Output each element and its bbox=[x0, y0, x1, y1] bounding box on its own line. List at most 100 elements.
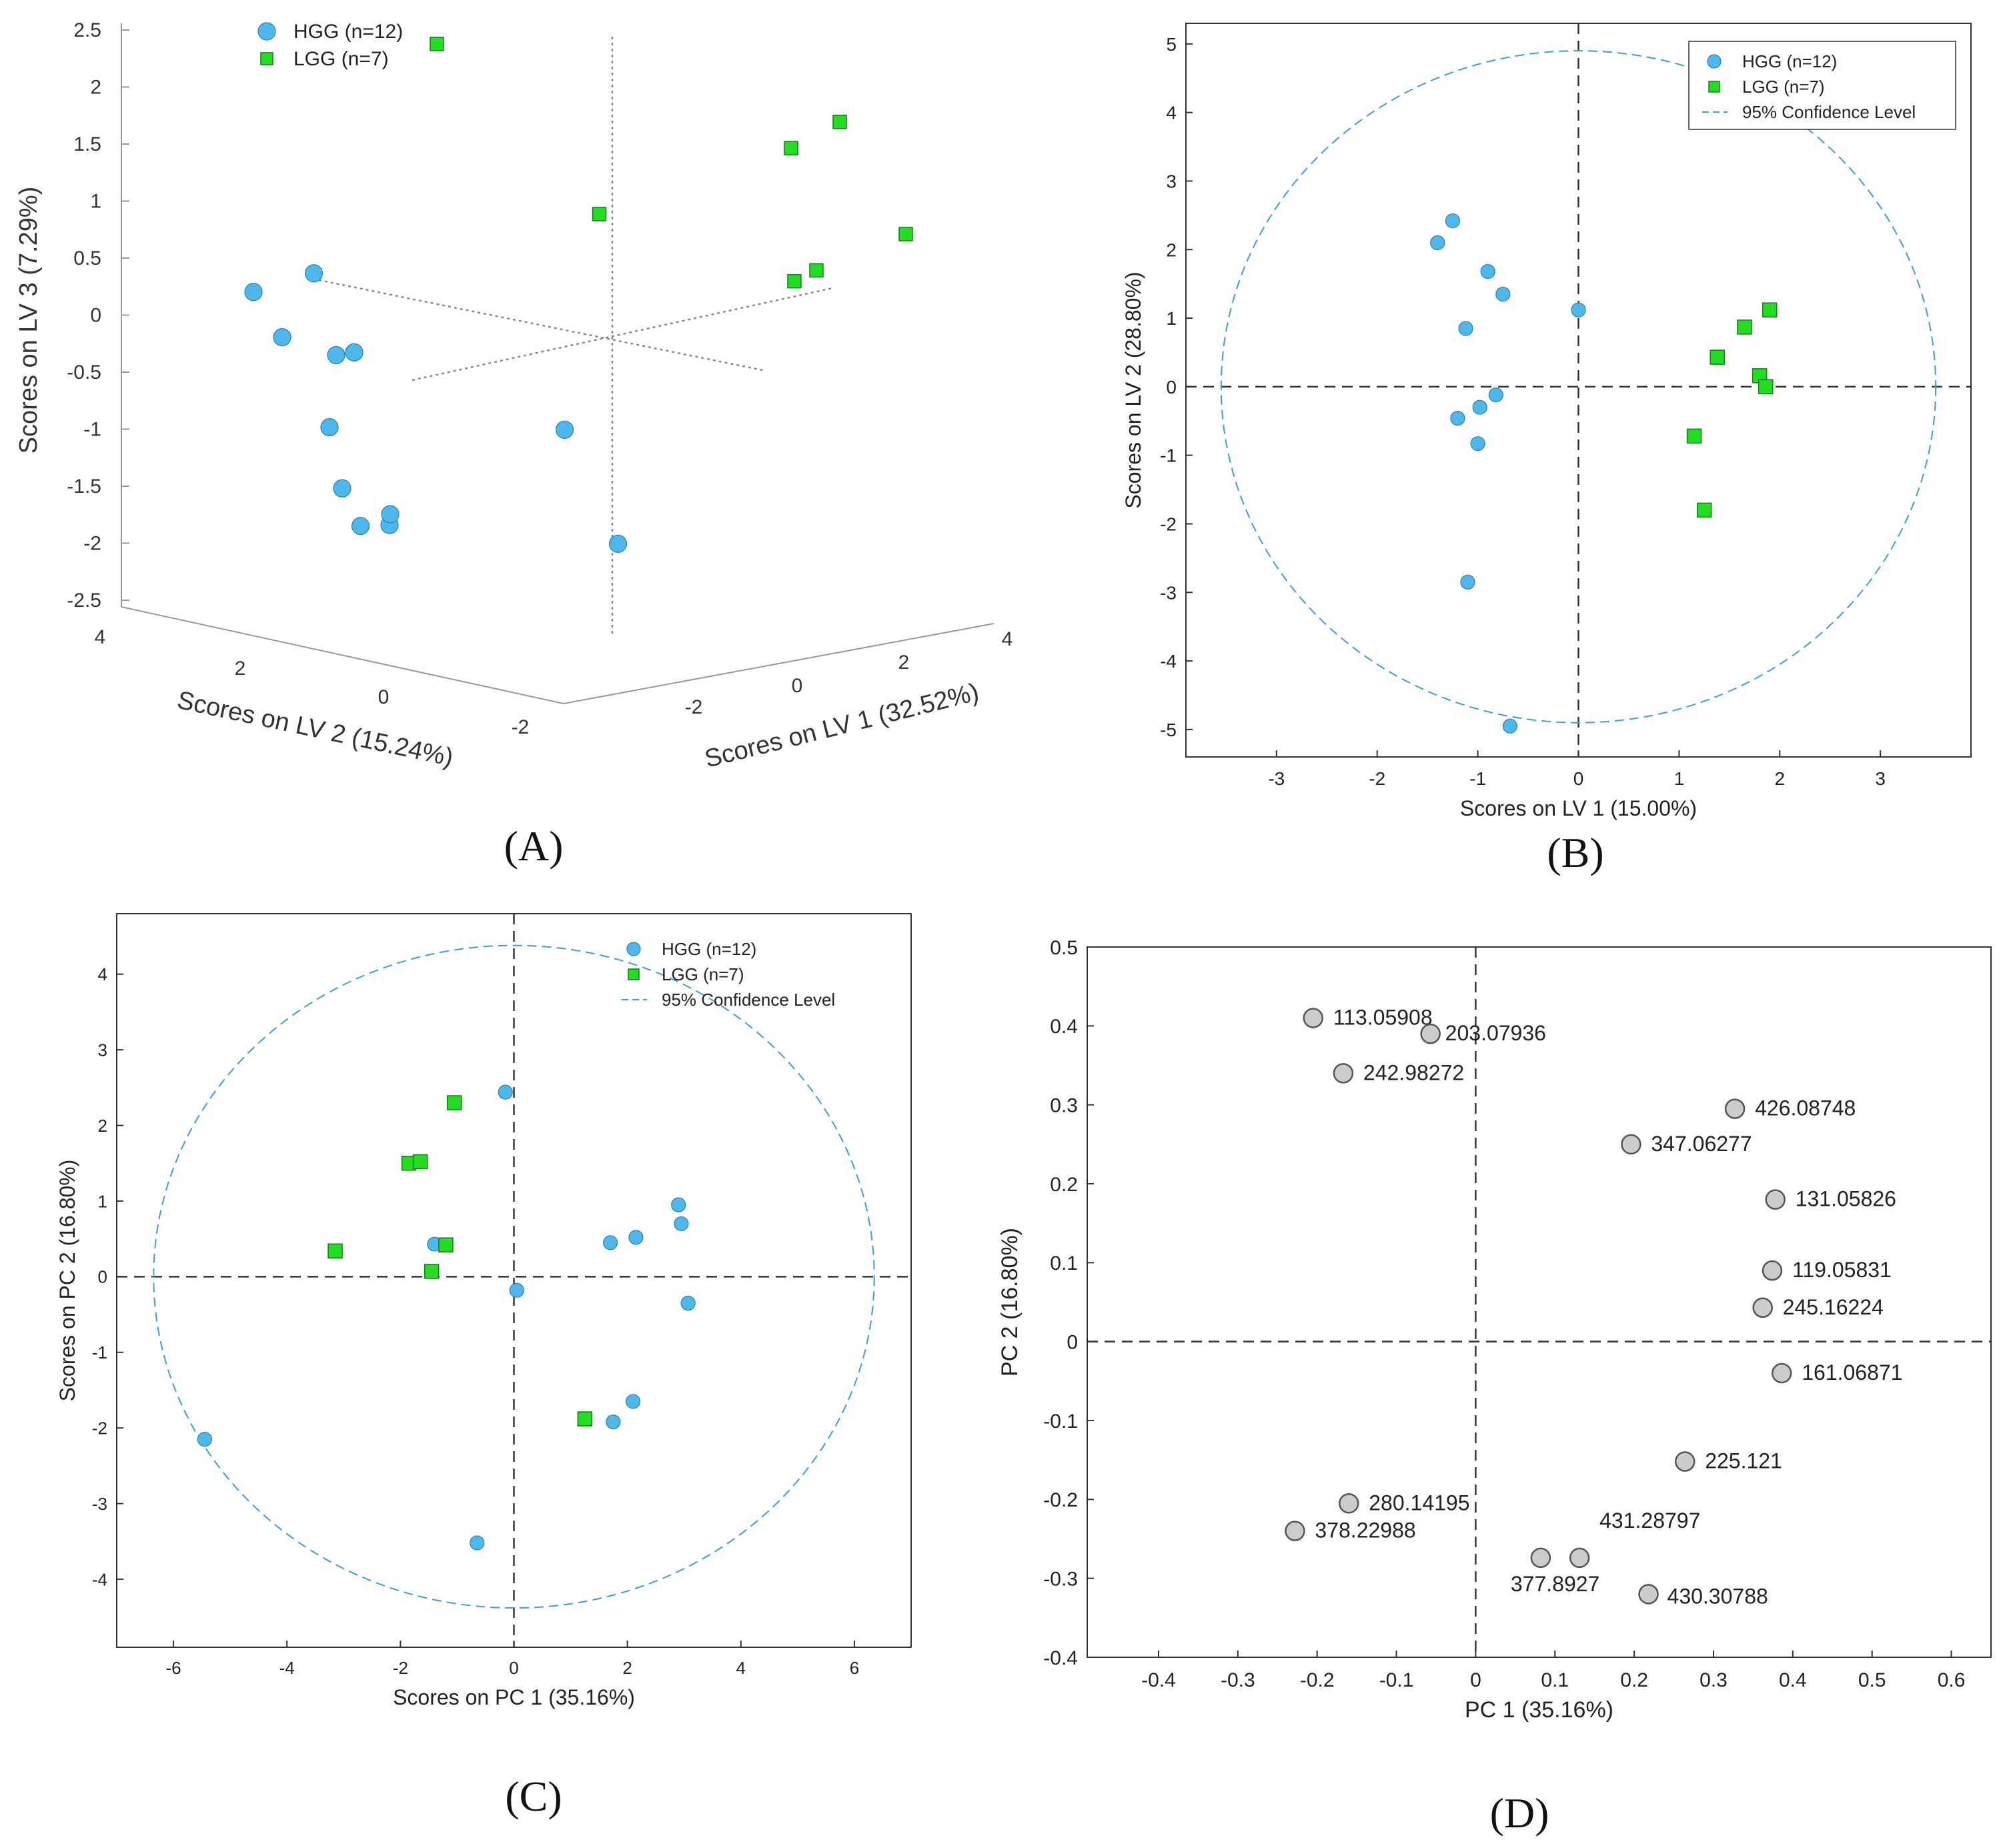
lv1-tick-label: 2 bbox=[898, 652, 910, 674]
origin-axis-lv2 bbox=[318, 279, 766, 372]
x-tick-label: 3 bbox=[1875, 768, 1886, 789]
x-axis-label: Scores on PC 1 (35.16%) bbox=[393, 1685, 635, 1709]
y-axis-label: Scores on PC 2 (16.80%) bbox=[55, 1160, 79, 1402]
loading-label: 430.30788 bbox=[1667, 1584, 1768, 1608]
loading-label: 431.28797 bbox=[1599, 1509, 1700, 1533]
y-tick-label: -0.1 bbox=[1043, 1411, 1078, 1433]
y-tick-label: -3 bbox=[1160, 582, 1177, 603]
y-tick-label: 3 bbox=[98, 1040, 107, 1060]
lgg-point bbox=[809, 263, 824, 278]
x-tick-label: 0 bbox=[1470, 1669, 1481, 1691]
loading-point bbox=[1333, 1063, 1354, 1084]
legend-marker-hgg bbox=[257, 22, 276, 41]
lgg-point bbox=[577, 1411, 593, 1427]
y-tick-label: -1 bbox=[1160, 445, 1177, 466]
lgg-point bbox=[327, 1243, 343, 1259]
hgg-point bbox=[608, 534, 628, 553]
lgg-point bbox=[832, 114, 847, 129]
y-tick-label: 2 bbox=[1166, 239, 1177, 260]
z-tick-label: -1.5 bbox=[67, 476, 101, 498]
hgg-point bbox=[555, 420, 574, 439]
lgg-point bbox=[424, 1264, 440, 1279]
lv2-axis-line bbox=[121, 606, 564, 704]
loading-point bbox=[1762, 1260, 1783, 1281]
lgg-point bbox=[1758, 379, 1774, 395]
y-tick-label: 5 bbox=[1166, 34, 1177, 55]
x-axis-label: Scores on LV 1 (15.00%) bbox=[1460, 796, 1697, 820]
loading-point bbox=[1285, 1521, 1305, 1541]
hgg-point bbox=[1458, 321, 1473, 336]
hgg-point bbox=[628, 1230, 644, 1245]
hgg-point bbox=[345, 343, 364, 361]
hgg-point bbox=[1480, 264, 1495, 279]
lv2-tick-label: 0 bbox=[378, 686, 390, 708]
y-tick-label: 3 bbox=[1166, 171, 1177, 192]
hgg-point bbox=[327, 345, 346, 365]
legend-label: HGG (n=12) bbox=[293, 21, 403, 43]
lgg-point bbox=[1737, 319, 1752, 335]
lv1-tick-label: 4 bbox=[1002, 628, 1013, 650]
hgg-point bbox=[320, 417, 339, 437]
legend-label: LGG (n=7) bbox=[1742, 77, 1825, 97]
panel-a-3d-scatter: 2.5 2 1.5 1 0.5 0 -0.5 -1 -1.5 -2 -2.5 4 2 0 -2 -2 0 2 4 Sc… bbox=[15, 19, 1013, 870]
hgg-point bbox=[498, 1084, 513, 1100]
x-tick-label: 1 bbox=[1674, 768, 1685, 789]
y-tick-label: 1 bbox=[98, 1191, 107, 1211]
loading-label: 119.05831 bbox=[1792, 1258, 1892, 1282]
z-tick-label: 1.5 bbox=[73, 133, 101, 155]
z-tick-label: 1 bbox=[90, 191, 101, 213]
lv1-axis-line bbox=[563, 623, 994, 704]
x-tick-label: -0.2 bbox=[1300, 1669, 1335, 1691]
legend-box bbox=[1688, 41, 1956, 130]
y-tick-label: 4 bbox=[1166, 103, 1177, 123]
x-tick-label: 2 bbox=[622, 1658, 632, 1678]
panel-b-lv-scores: -3 -2 -1 0 1 2 3 -5 -4 -3 -2 -1 0 1 2 3 4 5 Scores on LV 1… bbox=[1121, 23, 1972, 876]
loading-label: 203.07936 bbox=[1445, 1021, 1546, 1045]
loading-point bbox=[1771, 1362, 1792, 1384]
x-tick-label: -3 bbox=[1268, 768, 1285, 789]
y-tick-label: -1 bbox=[92, 1342, 107, 1362]
loading-point bbox=[1674, 1451, 1696, 1472]
lv2-tick-label: 2 bbox=[235, 658, 246, 680]
y-tick-label: -4 bbox=[1160, 651, 1177, 672]
panel-caption: (A) bbox=[504, 822, 564, 870]
hgg-point bbox=[197, 1432, 212, 1447]
panel-d-pc-loadings: -0.4 -0.3 -0.2 -0.1 0 0.1 0.2 0.3 0.4 0.5 0.6 -0.4 -… bbox=[997, 937, 1992, 1837]
x-tick-label: 4 bbox=[736, 1658, 746, 1678]
panel-caption: (B) bbox=[1547, 829, 1603, 876]
loading-point bbox=[1530, 1547, 1551, 1569]
legend-label: HGG (n=12) bbox=[662, 939, 756, 959]
hgg-point bbox=[1472, 399, 1487, 415]
panel-caption: (D) bbox=[1490, 1789, 1549, 1837]
confidence-ellipse bbox=[1220, 50, 1937, 724]
loading-label: 280.14195 bbox=[1369, 1491, 1469, 1515]
lgg-point bbox=[1762, 302, 1778, 317]
y-tick-label: -0.4 bbox=[1043, 1647, 1078, 1669]
x-tick-label: 0 bbox=[1573, 768, 1584, 789]
y-tick-label: 0.2 bbox=[1050, 1174, 1078, 1196]
x-tick-label: 0.6 bbox=[1938, 1669, 1966, 1691]
y-tick-label: 0.1 bbox=[1050, 1252, 1078, 1274]
x-tick-label: -2 bbox=[1369, 768, 1385, 789]
legend-marker-lgg bbox=[628, 968, 640, 980]
hgg-point bbox=[1445, 213, 1460, 229]
loading-label: 378.22988 bbox=[1315, 1519, 1415, 1543]
loading-point bbox=[1569, 1547, 1590, 1569]
lv1-tick-label: -2 bbox=[685, 696, 703, 718]
legend-marker-hgg bbox=[1707, 54, 1722, 69]
x-tick-label: 0.2 bbox=[1620, 1669, 1648, 1691]
plot-frame bbox=[1087, 946, 1992, 1658]
y-tick-label: -0.2 bbox=[1043, 1489, 1078, 1511]
z-tick-label: -2 bbox=[83, 533, 101, 555]
y-tick-label: -5 bbox=[1160, 720, 1177, 740]
z-tick-label: 2.5 bbox=[73, 19, 101, 41]
lgg-point bbox=[438, 1237, 454, 1252]
hgg-point bbox=[333, 479, 352, 498]
y-tick-label: 2 bbox=[98, 1116, 107, 1136]
lv1-tick-label: 0 bbox=[792, 675, 803, 697]
loading-label: 426.08748 bbox=[1755, 1096, 1856, 1120]
hgg-point bbox=[244, 283, 263, 301]
hgg-point bbox=[1571, 302, 1586, 317]
loading-label: 131.05826 bbox=[1796, 1187, 1896, 1211]
loading-point bbox=[1765, 1189, 1786, 1210]
